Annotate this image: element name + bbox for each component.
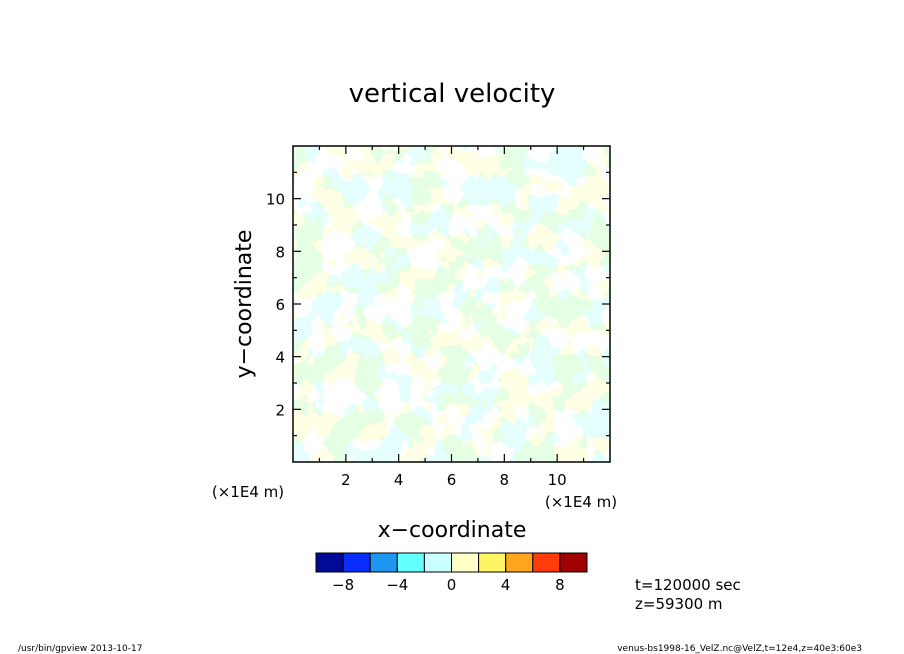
colorbar-swatch	[342, 552, 371, 573]
x-tick-label: 8	[500, 471, 510, 489]
x-axis-ticks: 2 4 6 8 10	[318, 146, 585, 489]
y-tick-label: 8	[275, 243, 285, 261]
height-annotation: z=59300 m	[635, 595, 723, 613]
colorbar-swatch	[396, 552, 425, 573]
colorbar-tick-label: −4	[386, 576, 408, 594]
colorbar-swatch	[315, 552, 344, 573]
y-axis-title: y−coordinate	[232, 230, 257, 379]
footer-right: venus-bs1998-16_VelZ.nc@VelZ,t=12e4,z=40…	[617, 644, 862, 654]
colorbar-swatch	[423, 552, 452, 573]
y-tick-label: 2	[275, 401, 285, 419]
x-tick-label: 10	[548, 471, 567, 489]
colorbar-tick-label: 0	[447, 576, 457, 594]
x-tick-label: 4	[394, 471, 404, 489]
colorbar-swatch	[505, 552, 534, 573]
x-tick-label: 2	[341, 471, 351, 489]
colorbar-tick-label: −8	[332, 576, 354, 594]
colorbar: −8 −4 0 4 8	[315, 552, 588, 594]
x-axis-title: x−coordinate	[378, 518, 527, 543]
y-axis-ticks: 2 4 6 8 10	[266, 171, 610, 437]
x-unit-label: (×1E4 m)	[545, 493, 617, 511]
footer-left: /usr/bin/gpview 2013-10-17	[18, 644, 142, 654]
colorbar-swatch	[559, 552, 588, 573]
y-tick-label: 6	[275, 296, 285, 314]
chart-title: vertical velocity	[349, 79, 556, 109]
y-tick-label: 4	[275, 349, 285, 367]
colorbar-swatch	[369, 552, 398, 573]
y-tick-label: 10	[266, 191, 285, 209]
plot-area	[292, 145, 611, 463]
velocity-field	[293, 146, 610, 462]
x-tick-label: 6	[447, 471, 457, 489]
colorbar-tick-label: 8	[555, 576, 565, 594]
colorbar-swatch	[451, 552, 480, 573]
time-annotation: t=120000 sec	[635, 576, 741, 594]
colorbar-swatch	[478, 552, 507, 573]
colorbar-swatch	[532, 552, 561, 573]
y-unit-label: (×1E4 m)	[212, 483, 284, 501]
colorbar-tick-label: 4	[501, 576, 511, 594]
